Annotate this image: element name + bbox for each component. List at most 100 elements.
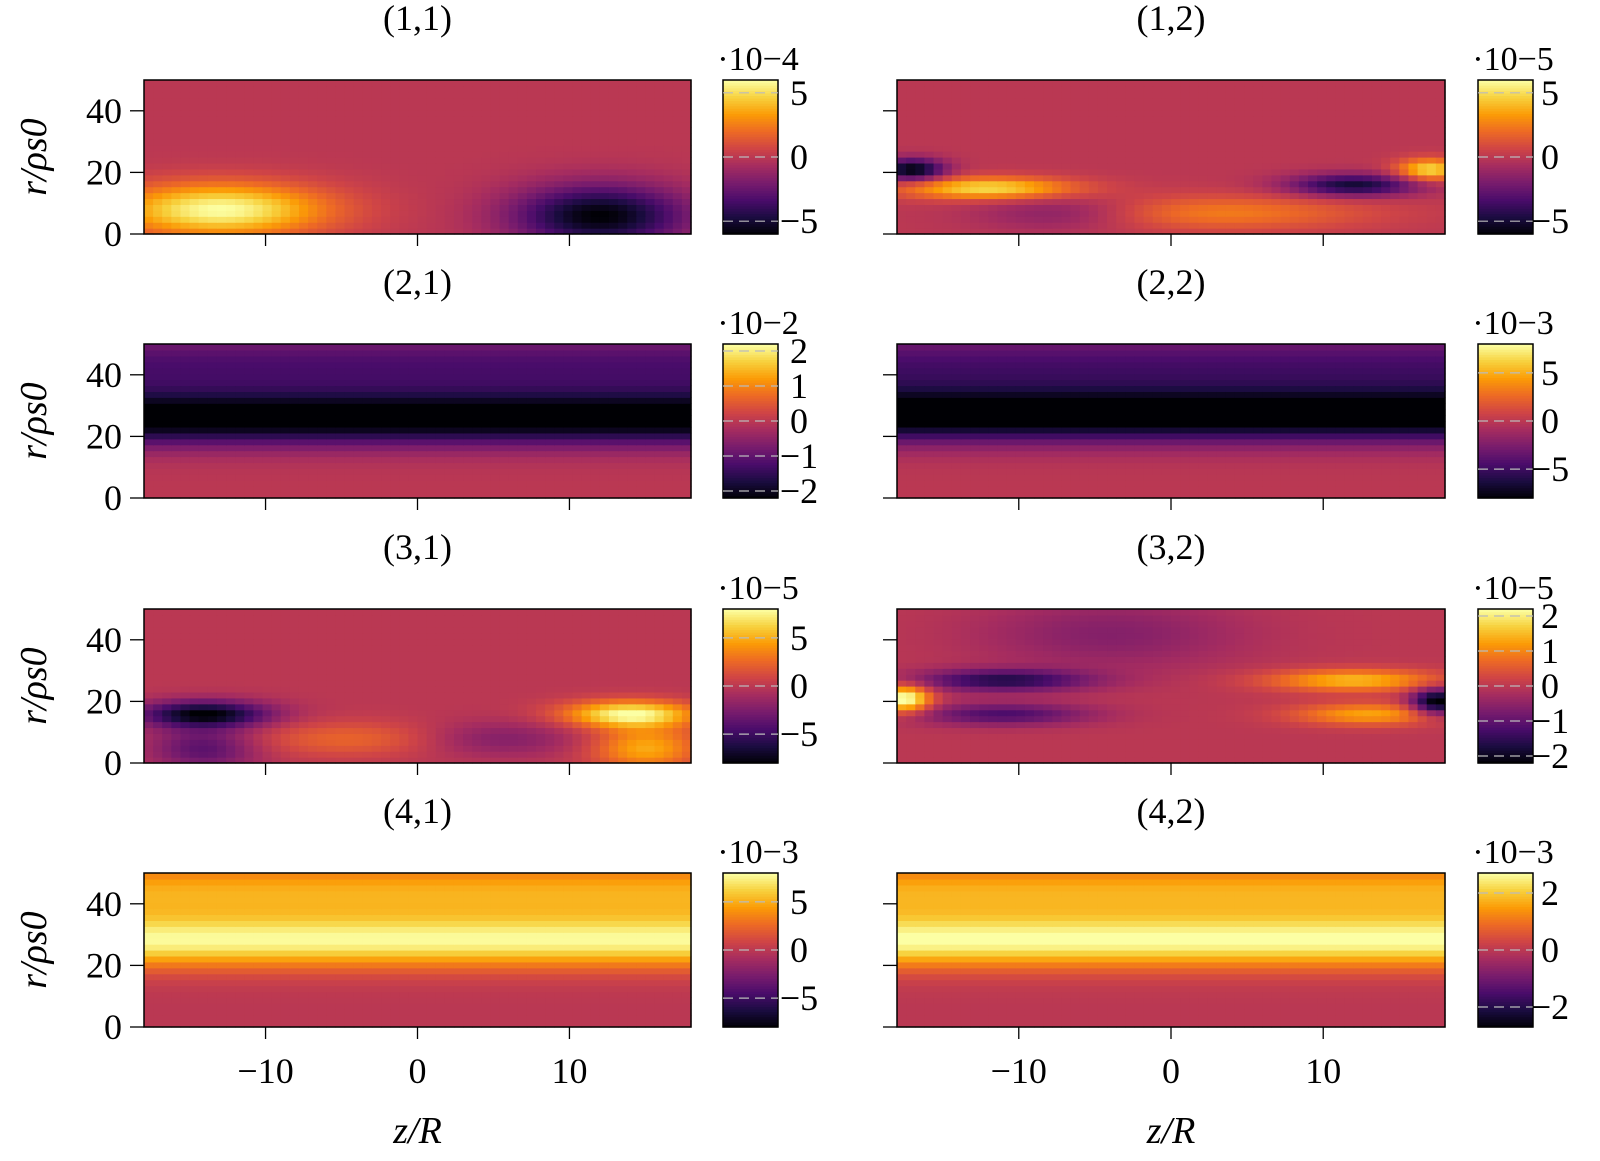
heatmap-cell (618, 438, 628, 446)
heatmap-cell (481, 157, 492, 164)
heatmap-cell (517, 444, 528, 452)
heatmap-cell (207, 373, 218, 381)
heatmap-cell (970, 91, 980, 99)
heatmap-cell (180, 391, 191, 398)
heatmap-cell (590, 468, 601, 475)
heatmap-cell (1180, 222, 1190, 229)
heatmap-cell (663, 361, 674, 369)
heatmap-cell (1298, 222, 1309, 229)
heatmap-cell (654, 109, 665, 117)
heatmap-cell (1298, 151, 1309, 158)
heatmap-cell (271, 421, 282, 428)
heatmap-cell (271, 415, 282, 422)
heatmap-cell (526, 204, 537, 211)
heatmap-cell (453, 204, 464, 211)
heatmap-cell (1435, 210, 1446, 217)
heatmap-cell (481, 228, 492, 235)
heatmap-cell (1289, 91, 1300, 99)
heatmap-cell (1381, 492, 1391, 499)
heatmap-cell (1061, 186, 1072, 194)
heatmap-cell (271, 103, 282, 111)
heatmap-cell (381, 361, 391, 369)
heatmap-cell (627, 103, 637, 111)
heatmap-cell (408, 151, 419, 158)
heatmap-cell (951, 151, 962, 158)
heatmap-cell (1225, 103, 1236, 111)
heatmap-cell (1070, 216, 1081, 223)
heatmap-cell (563, 127, 574, 134)
heatmap-cell (499, 474, 510, 481)
heatmap-cell (335, 492, 346, 499)
heatmap-cell (289, 180, 300, 188)
heatmap-cell (189, 367, 200, 375)
heatmap-cell (280, 97, 291, 105)
heatmap-cell (599, 349, 610, 357)
heatmap-cell (453, 373, 464, 381)
heatmap-cell (144, 216, 154, 223)
heatmap-cell (672, 222, 683, 229)
heatmap-cell (399, 162, 409, 170)
heatmap-cell (226, 109, 236, 117)
heatmap-cell (1390, 145, 1400, 152)
heatmap-cell (481, 403, 492, 410)
heatmap-cell (1417, 85, 1428, 93)
colorbar-segment (1478, 97, 1533, 102)
heatmap-cell (207, 139, 218, 146)
heatmap-cell (1244, 133, 1254, 140)
heatmap-cell (271, 355, 282, 363)
heatmap-cell (563, 85, 574, 93)
heatmap-cell (335, 432, 346, 440)
heatmap-cell (997, 162, 1008, 170)
heatmap-cell (198, 157, 209, 164)
heatmap-cell (988, 103, 999, 111)
heatmap-cell (153, 216, 163, 223)
heatmap-cell (335, 145, 346, 152)
colorbar-segment (1478, 157, 1533, 161)
heatmap-cell (317, 210, 327, 217)
heatmap-cell (317, 349, 327, 357)
heatmap-cell (271, 180, 282, 188)
heatmap-cell (572, 97, 583, 105)
heatmap-cell (1043, 168, 1053, 176)
heatmap-cell (960, 103, 971, 111)
heatmap-cell (1043, 139, 1053, 146)
heatmap-cell (289, 450, 300, 458)
heatmap-cell (253, 468, 264, 475)
heatmap-cell (490, 192, 501, 200)
heatmap-cell (226, 432, 236, 440)
heatmap-cell (1006, 168, 1017, 176)
heatmap-cell (663, 468, 674, 475)
heatmap-cell (271, 85, 282, 93)
heatmap-cell (472, 133, 482, 140)
heatmap-cell (216, 361, 227, 369)
heatmap-cell (618, 432, 628, 440)
heatmap-cell (235, 198, 245, 205)
heatmap-cell (1006, 186, 1017, 194)
heatmap-cell (298, 216, 309, 223)
heatmap-cell (198, 450, 209, 458)
heatmap-cell (171, 344, 182, 351)
heatmap-cell (262, 115, 273, 123)
heatmap-cell (979, 157, 989, 164)
heatmap-cell (517, 373, 528, 381)
heatmap-cell (1408, 115, 1419, 123)
heatmap-cell (554, 349, 564, 357)
heatmap-cell (1298, 162, 1309, 170)
heatmap-cell (171, 186, 182, 194)
heatmap-cell (1125, 109, 1136, 117)
heatmap-cell (517, 121, 528, 128)
heatmap-cell (180, 127, 191, 134)
heatmap-cell (435, 228, 446, 235)
heatmap-cell (897, 80, 907, 87)
heatmap-cell (472, 403, 482, 410)
heatmap-cell (1088, 222, 1099, 229)
heatmap-cell (335, 186, 346, 194)
colorbar-segment (1478, 118, 1533, 122)
heatmap-cell (262, 127, 273, 134)
heatmap-cell (144, 133, 154, 140)
heatmap-cell (435, 151, 446, 158)
heatmap-cell (545, 379, 555, 387)
heatmap-cell (353, 385, 364, 392)
heatmap-cell (517, 115, 528, 123)
heatmap-cell (362, 486, 373, 493)
